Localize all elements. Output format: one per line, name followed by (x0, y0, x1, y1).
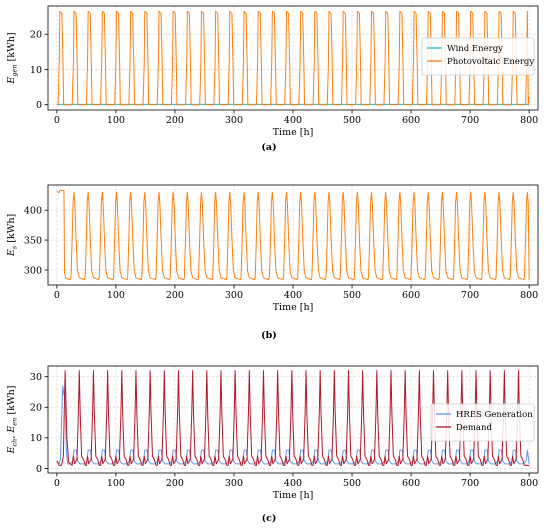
x-tick-label: 0 (54, 478, 60, 489)
x-tick-label: 0 (54, 115, 60, 126)
x-axis-label: Time [h] (273, 302, 314, 313)
x-axis-label: Time [h] (273, 127, 314, 138)
x-tick-label: 400 (284, 290, 302, 301)
y-tick-label: 0 (36, 464, 42, 475)
x-tick-label: 600 (402, 290, 420, 301)
y-axis-label-part: ch (11, 439, 19, 447)
x-tick-label: 600 (402, 478, 420, 489)
y-tick-label: 400 (24, 206, 42, 217)
x-tick-label: 800 (520, 290, 538, 301)
x-axis-label: Time [h] (273, 490, 314, 501)
y-axis-label-part: , (6, 433, 17, 439)
x-tick-label: 500 (343, 478, 361, 489)
x-tick-label: 700 (461, 478, 479, 489)
legend: Wind Energy Photovoltaic Energy (421, 37, 535, 76)
y-axis-label-part: E (6, 446, 17, 454)
y-axis-label: Ech, Een [kWh] (6, 386, 19, 455)
y-axis-label: Egen [kWh] (6, 32, 19, 84)
legend-label: HRES Generation (456, 410, 533, 420)
x-tick-label: 300 (225, 290, 243, 301)
x-tick-label: 100 (107, 478, 125, 489)
y-axis-label-part: E (6, 249, 17, 257)
y-axis-label-part: gen (11, 64, 19, 76)
x-tick-label: 300 (225, 478, 243, 489)
y-axis-label-part: [kWh] (6, 32, 17, 64)
legend-box (430, 403, 535, 442)
y-tick-label: 10 (30, 433, 42, 444)
x-tick-label: 800 (520, 478, 538, 489)
y-tick-label: 300 (24, 265, 42, 276)
x-tick-label: 100 (107, 115, 125, 126)
y-axis-label-part: en (11, 418, 19, 426)
figure-caption: (a) (261, 142, 276, 153)
grid (48, 185, 538, 285)
figure-caption: (b) (261, 330, 277, 341)
legend-label: Demand (456, 423, 492, 433)
x-tick-label: 400 (284, 115, 302, 126)
x-tick-label: 400 (284, 478, 302, 489)
x-tick-label: 0 (54, 290, 60, 301)
x-tick-label: 500 (343, 290, 361, 301)
series-line-demand (56, 370, 530, 466)
series-line-photovoltaic-energy (56, 10, 530, 106)
y-axis-label-part: E (6, 77, 17, 85)
y-tick-label: 350 (24, 235, 42, 246)
y-axis-label-part: s (11, 245, 19, 249)
x-tick-label: 200 (166, 478, 184, 489)
legend-box (421, 37, 535, 76)
x-tick-label: 800 (520, 115, 538, 126)
y-tick-label: 20 (30, 403, 42, 414)
x-tick-label: 300 (225, 115, 243, 126)
y-axis-label: Es [kWh] (6, 214, 19, 257)
x-tick-label: 500 (343, 115, 361, 126)
x-tick-label: 600 (402, 115, 420, 126)
x-tick-label: 700 (461, 290, 479, 301)
y-tick-label: 10 (30, 65, 42, 76)
legend-label: Wind Energy (447, 44, 503, 54)
x-tick-label: 100 (107, 290, 125, 301)
y-tick-label: 30 (30, 372, 42, 383)
chart-panel-c: 0 100 200 300 400 500 600 700 800 0 10 20 30 Time [h]… (6, 365, 539, 524)
y-tick-label: 0 (36, 100, 42, 111)
x-tick-label: 200 (166, 290, 184, 301)
figure-caption: (c) (262, 513, 277, 524)
legend-label: Photovoltaic Energy (447, 57, 534, 67)
y-axis-label-part: [kWh] (6, 214, 17, 246)
y-axis-label-part: E (6, 426, 17, 434)
y-axis-label-part: [kWh] (6, 386, 17, 418)
x-tick-label: 200 (166, 115, 184, 126)
chart-panel-a: 0 100 200 300 400 500 600 700 800 0 10 20 Time [h] Eg… (6, 5, 539, 153)
y-tick-label: 20 (30, 30, 42, 41)
series-line-storage (56, 189, 530, 281)
x-tick-label: 700 (461, 115, 479, 126)
legend: HRES Generation Demand (430, 403, 535, 442)
